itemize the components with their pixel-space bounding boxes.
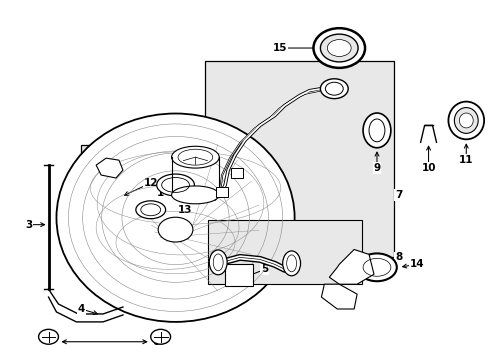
- Bar: [205, 61, 393, 260]
- Text: 1: 1: [157, 188, 164, 198]
- Ellipse shape: [362, 113, 390, 148]
- Ellipse shape: [447, 102, 483, 139]
- Text: 14: 14: [408, 259, 423, 269]
- Text: 9: 9: [373, 163, 380, 173]
- Ellipse shape: [39, 329, 59, 344]
- Polygon shape: [328, 249, 373, 284]
- Text: 15: 15: [272, 43, 286, 53]
- Polygon shape: [96, 158, 122, 178]
- Ellipse shape: [156, 174, 194, 196]
- Text: 4: 4: [78, 304, 85, 314]
- Ellipse shape: [150, 329, 170, 344]
- Text: 7: 7: [394, 190, 402, 200]
- Bar: [231, 168, 243, 178]
- Text: 11: 11: [458, 155, 472, 165]
- Ellipse shape: [136, 201, 165, 219]
- Ellipse shape: [56, 113, 294, 322]
- Bar: [81, 145, 244, 249]
- Bar: [208, 220, 361, 284]
- Ellipse shape: [171, 146, 219, 168]
- Polygon shape: [321, 284, 356, 309]
- Ellipse shape: [171, 186, 219, 204]
- Ellipse shape: [453, 108, 477, 133]
- Ellipse shape: [320, 79, 347, 99]
- Text: 3: 3: [25, 220, 32, 230]
- Ellipse shape: [282, 251, 300, 276]
- Text: 10: 10: [421, 163, 435, 173]
- Ellipse shape: [158, 217, 192, 242]
- Ellipse shape: [356, 253, 396, 281]
- Text: 6: 6: [152, 337, 159, 347]
- Bar: [216, 187, 228, 197]
- Bar: [224, 264, 252, 286]
- Text: 5: 5: [261, 264, 268, 274]
- Ellipse shape: [458, 113, 472, 128]
- Text: 13: 13: [178, 205, 192, 215]
- Ellipse shape: [313, 28, 365, 68]
- Ellipse shape: [326, 40, 350, 57]
- Text: 2: 2: [355, 255, 362, 264]
- Ellipse shape: [320, 34, 357, 62]
- Ellipse shape: [209, 250, 226, 275]
- Text: 12: 12: [143, 178, 158, 188]
- Text: 8: 8: [394, 252, 402, 262]
